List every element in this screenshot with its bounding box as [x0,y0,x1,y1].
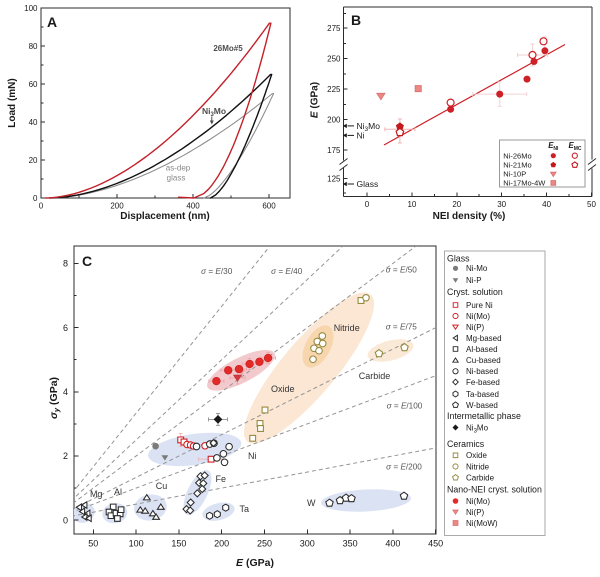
svg-text:Ni-21Mo: Ni-21Mo [503,161,531,170]
svg-text:W-based: W-based [466,401,498,410]
svg-text:200: 200 [110,202,124,211]
svg-text:Al-based: Al-based [466,345,498,354]
svg-text:A: A [47,14,57,30]
svg-text:50: 50 [88,539,98,549]
svg-text:σy (GPa): σy (GPa) [48,377,61,419]
svg-text:6: 6 [63,323,68,333]
svg-text:Pure Ni: Pure Ni [466,301,493,310]
svg-text:Carbide: Carbide [466,473,495,482]
svg-text:Ni3Mo: Ni3Mo [202,106,226,118]
svg-text:Ni-26Mo: Ni-26Mo [503,151,531,160]
svg-text:Ni(P): Ni(P) [466,323,485,332]
svg-text:E (GPa): E (GPa) [236,557,274,569]
svg-text:400: 400 [385,539,400,549]
svg-text:Ni3Mo: Ni3Mo [466,423,489,434]
svg-text:C: C [82,253,92,269]
svg-text:Ni-17Mo-4W: Ni-17Mo-4W [503,179,546,188]
svg-text:Ni(MoW): Ni(MoW) [466,519,498,528]
svg-text:NEI density (%): NEI density (%) [433,211,506,222]
svg-text:4: 4 [63,387,68,397]
svg-text:Ceramics: Ceramics [447,439,485,449]
svg-text:26Mo#5: 26Mo#5 [213,44,243,53]
svg-text:Ni: Ni [357,130,365,140]
svg-text:Ta-based: Ta-based [466,390,499,399]
svg-text:Ni-Mo: Ni-Mo [466,264,488,273]
svg-text:EMC: EMC [569,141,582,152]
svg-text:Fe: Fe [216,474,227,484]
svg-text:30: 30 [497,200,506,209]
svg-text:Ni3Mo: Ni3Mo [357,121,381,133]
svg-text:Ni(Mo): Ni(Mo) [466,497,490,506]
svg-text:Al: Al [114,487,122,497]
svg-text:250: 250 [327,54,341,63]
svg-text:Nitride: Nitride [334,323,360,333]
svg-text:Load (mN): Load (mN) [7,78,18,127]
svg-text:B: B [351,12,361,28]
svg-text:σ = E/40: σ = E/40 [271,267,303,276]
svg-text:Ta: Ta [239,504,249,514]
svg-text:100: 100 [24,4,38,13]
svg-text:125: 125 [327,174,341,183]
svg-text:400: 400 [186,202,200,211]
svg-text:350: 350 [343,539,358,549]
svg-text:50: 50 [587,200,596,209]
svg-text:20: 20 [452,200,461,209]
svg-text:Mg: Mg [90,489,103,499]
svg-text:Fe-based: Fe-based [466,378,500,387]
svg-text:Glass: Glass [447,254,470,264]
svg-text:Intermetallic phase: Intermetallic phase [447,411,521,421]
svg-text:250: 250 [257,539,272,549]
svg-text:450: 450 [428,539,443,549]
svg-text:σ = E/100: σ = E/100 [387,401,423,410]
svg-text:Oxide: Oxide [466,451,487,460]
svg-text:Cu-based: Cu-based [466,356,501,365]
svg-text:Ni: Ni [248,451,257,461]
svg-text:σ = E/75: σ = E/75 [386,322,418,331]
svg-text:8: 8 [63,259,68,269]
svg-text:0: 0 [63,515,68,525]
svg-text:ENI: ENI [548,141,559,152]
svg-text:Ni(Mo): Ni(Mo) [466,312,490,321]
svg-text:Mg-based: Mg-based [466,334,502,343]
svg-text:Ni-P: Ni-P [466,276,482,285]
svg-text:150: 150 [171,539,186,549]
svg-text:W: W [307,498,316,508]
svg-text:100: 100 [129,539,144,549]
svg-text:60: 60 [29,80,38,89]
svg-text:Nano-NEI cryst. solution: Nano-NEI cryst. solution [447,485,542,495]
svg-text:Carbide: Carbide [359,371,391,381]
svg-text:275: 275 [327,24,341,33]
svg-text:Ni(P): Ni(P) [466,508,485,517]
svg-text:40: 40 [29,118,38,127]
svg-text:225: 225 [327,85,341,94]
svg-text:Nitride: Nitride [466,462,490,471]
svg-text:σ = E/50: σ = E/50 [386,266,418,275]
svg-text:0: 0 [365,200,370,209]
svg-text:Ni-based: Ni-based [466,367,498,376]
svg-text:Cu: Cu [156,481,168,491]
svg-text:20: 20 [29,156,38,165]
svg-text:σ = E/30: σ = E/30 [201,267,233,276]
svg-text:0: 0 [33,194,38,203]
svg-text:Oxide: Oxide [271,384,295,394]
svg-text:Ni-10P: Ni-10P [503,170,526,179]
svg-text:40: 40 [542,200,551,209]
svg-text:glass: glass [167,174,186,183]
svg-text:0: 0 [39,202,44,211]
svg-text:as-dep: as-dep [166,164,191,173]
svg-text:Displacement (nm): Displacement (nm) [120,211,209,222]
svg-text:200: 200 [214,539,229,549]
svg-text:300: 300 [300,539,315,549]
svg-text:600: 600 [262,202,276,211]
svg-text:10: 10 [407,200,416,209]
svg-text:2: 2 [63,451,68,461]
svg-text:σ = E/200: σ = E/200 [386,462,422,471]
svg-text:175: 175 [327,146,341,155]
svg-text:E (GPa): E (GPa) [310,82,321,118]
svg-text:Cryst. solution: Cryst. solution [447,287,503,297]
svg-text:200: 200 [327,115,341,124]
svg-text:80: 80 [29,42,38,51]
svg-text:Glass: Glass [357,179,379,189]
